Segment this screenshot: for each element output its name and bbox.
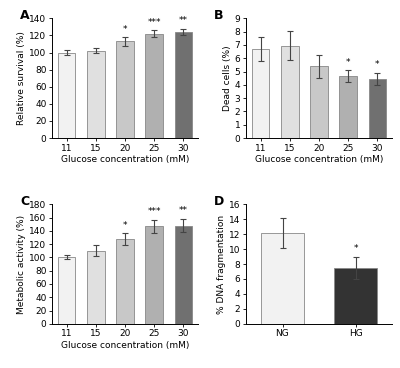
Bar — [146, 226, 163, 324]
Text: C: C — [20, 195, 29, 208]
Bar — [175, 32, 192, 138]
X-axis label: Glucose concentration (mM): Glucose concentration (mM) — [61, 341, 189, 350]
Text: B: B — [214, 9, 223, 22]
Text: D: D — [214, 195, 224, 208]
Bar — [252, 49, 269, 138]
Bar — [87, 251, 104, 324]
X-axis label: Glucose concentration (mM): Glucose concentration (mM) — [255, 155, 383, 164]
Text: ***: *** — [148, 207, 161, 216]
Bar — [87, 51, 104, 138]
Bar — [261, 233, 304, 324]
Bar — [369, 79, 386, 138]
Text: *: * — [353, 244, 358, 253]
Bar — [116, 240, 134, 324]
Y-axis label: % DNA fragmentation: % DNA fragmentation — [217, 215, 226, 314]
Text: A: A — [20, 9, 30, 22]
Bar — [146, 34, 163, 138]
Bar — [340, 76, 357, 138]
Text: **: ** — [179, 16, 188, 25]
Bar — [334, 268, 378, 324]
Bar — [175, 226, 192, 324]
Y-axis label: Relative survival (%): Relative survival (%) — [18, 31, 26, 125]
Bar — [281, 46, 298, 138]
Text: *: * — [123, 221, 127, 230]
Text: **: ** — [179, 206, 188, 215]
Bar — [116, 42, 134, 138]
Y-axis label: Dead cells (%): Dead cells (%) — [223, 45, 232, 111]
Bar — [310, 66, 328, 138]
X-axis label: Glucose concentration (mM): Glucose concentration (mM) — [61, 155, 189, 164]
Bar — [58, 257, 75, 324]
Bar — [58, 53, 75, 138]
Text: *: * — [346, 58, 350, 67]
Text: ***: *** — [148, 18, 161, 27]
Y-axis label: Metabolic activity (%): Metabolic activity (%) — [18, 215, 26, 314]
Text: *: * — [375, 60, 380, 69]
Text: *: * — [123, 25, 127, 33]
